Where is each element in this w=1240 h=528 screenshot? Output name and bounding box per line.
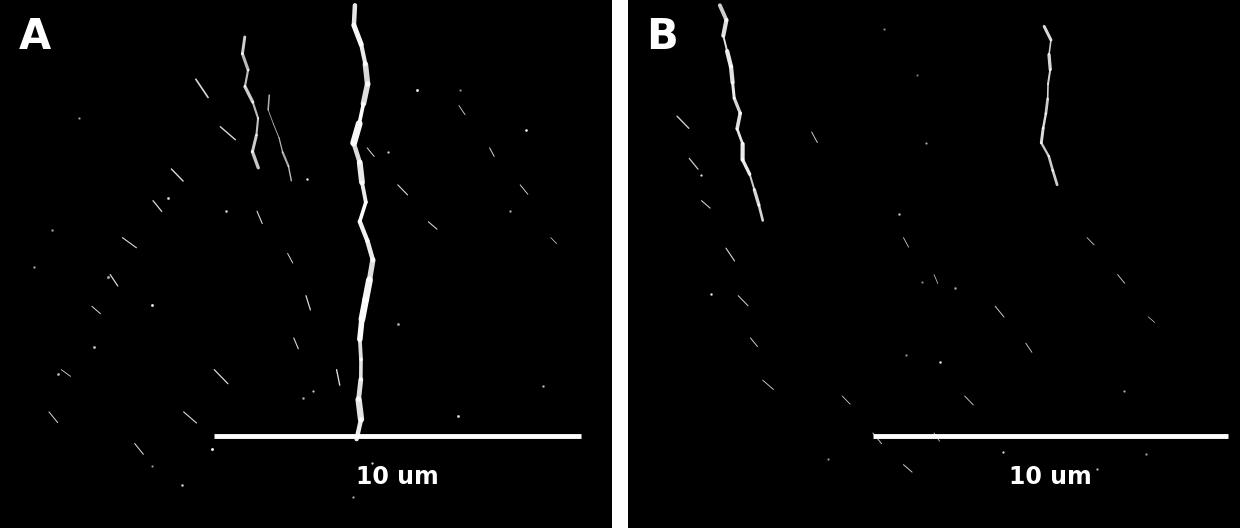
Text: 10 um: 10 um — [356, 465, 439, 488]
Text: A: A — [19, 16, 51, 58]
Text: 10 um: 10 um — [1009, 465, 1091, 488]
Text: B: B — [646, 16, 678, 58]
